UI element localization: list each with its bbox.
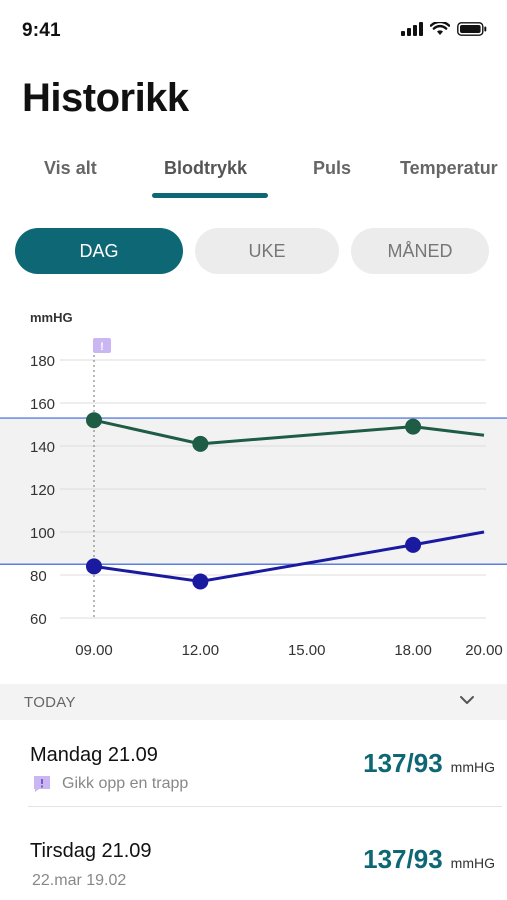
note-flag-icon: !	[93, 338, 111, 353]
y-tick-label: 140	[30, 439, 55, 456]
category-tabs: Vis alt Blodtrykk Puls Temperatur	[0, 150, 507, 200]
blood-pressure-chart: 180 160 140 120 100 80 60 mmHG 09.00 12.00 15.00 18…	[0, 310, 507, 659]
note-flag-shape	[93, 338, 111, 353]
entry-note: Gikk opp en trapp	[32, 774, 188, 794]
y-tick-label: 60	[30, 611, 47, 628]
y-tick-label: 80	[30, 568, 47, 585]
entry-title: Mandag 21.09	[30, 744, 158, 766]
status-bar: 9:41	[0, 0, 507, 60]
status-time: 9:41	[22, 20, 61, 41]
tab-temperatur[interactable]: Temperatur	[400, 158, 498, 178]
note-icon	[34, 776, 50, 792]
data-point	[86, 558, 102, 575]
data-point	[192, 573, 209, 590]
section-label: TODAY	[24, 694, 76, 711]
chevron-down-icon[interactable]	[459, 694, 475, 706]
y-tick-label: 160	[30, 396, 55, 413]
tab-blodtrykk[interactable]: Blodtrykk	[164, 158, 248, 178]
x-tick-label: 09.00	[75, 642, 113, 659]
entry-unit: mmHG	[450, 855, 495, 871]
cellular-signal-icon	[401, 22, 423, 36]
data-point	[405, 418, 422, 435]
series-line-2	[93, 530, 485, 583]
x-tick-label: 15.00	[288, 642, 326, 659]
data-point	[405, 536, 422, 553]
section-header-today[interactable]: TODAY	[0, 684, 507, 720]
period-month-button[interactable]: MÅNED	[351, 228, 489, 274]
entry-reading: 137/93	[363, 748, 443, 778]
page-title: Historikk	[22, 76, 189, 120]
series-line-1	[93, 418, 485, 446]
x-tick-label: 18.00	[394, 642, 432, 659]
entry-unit: mmHG	[450, 759, 495, 775]
data-point	[192, 435, 209, 452]
measurement-entry[interactable]: Tirsdag 21.09 22.mar 19.02 137/93 mmHG	[0, 820, 507, 900]
tab-puls[interactable]: Puls	[313, 158, 352, 178]
entry-value: 137/93 mmHG	[363, 748, 495, 779]
entry-value: 137/93 mmHG	[363, 844, 495, 875]
data-point	[86, 412, 102, 429]
y-tick-label: 100	[30, 525, 55, 542]
divider	[28, 806, 502, 807]
x-tick-label: 12.00	[182, 642, 220, 659]
period-day-button[interactable]: DAG	[15, 228, 183, 274]
target-range-band	[0, 418, 507, 565]
measurement-entry[interactable]: Mandag 21.09 Gikk opp en trapp 137/93 mm…	[0, 724, 507, 814]
status-icons	[401, 22, 487, 36]
entry-subtitle: Gikk opp en trapp	[62, 775, 189, 792]
period-week-button[interactable]: UKE	[195, 228, 339, 274]
x-tick-label: 20.00	[465, 642, 503, 659]
entry-timestamp: 22.mar 19.02	[32, 872, 127, 889]
note-flag-glyph: !	[100, 341, 104, 353]
entry-reading: 137/93	[363, 844, 443, 874]
tab-vis-alt[interactable]: Vis alt	[44, 158, 97, 178]
battery-icon	[457, 22, 487, 36]
entry-title: Tirsdag 21.09	[30, 840, 152, 862]
y-tick-label: 120	[30, 482, 55, 499]
active-tab-indicator	[152, 193, 268, 198]
y-tick-label: 180	[30, 353, 55, 370]
wifi-icon	[430, 22, 450, 35]
y-axis-label: mmHG	[30, 310, 73, 325]
